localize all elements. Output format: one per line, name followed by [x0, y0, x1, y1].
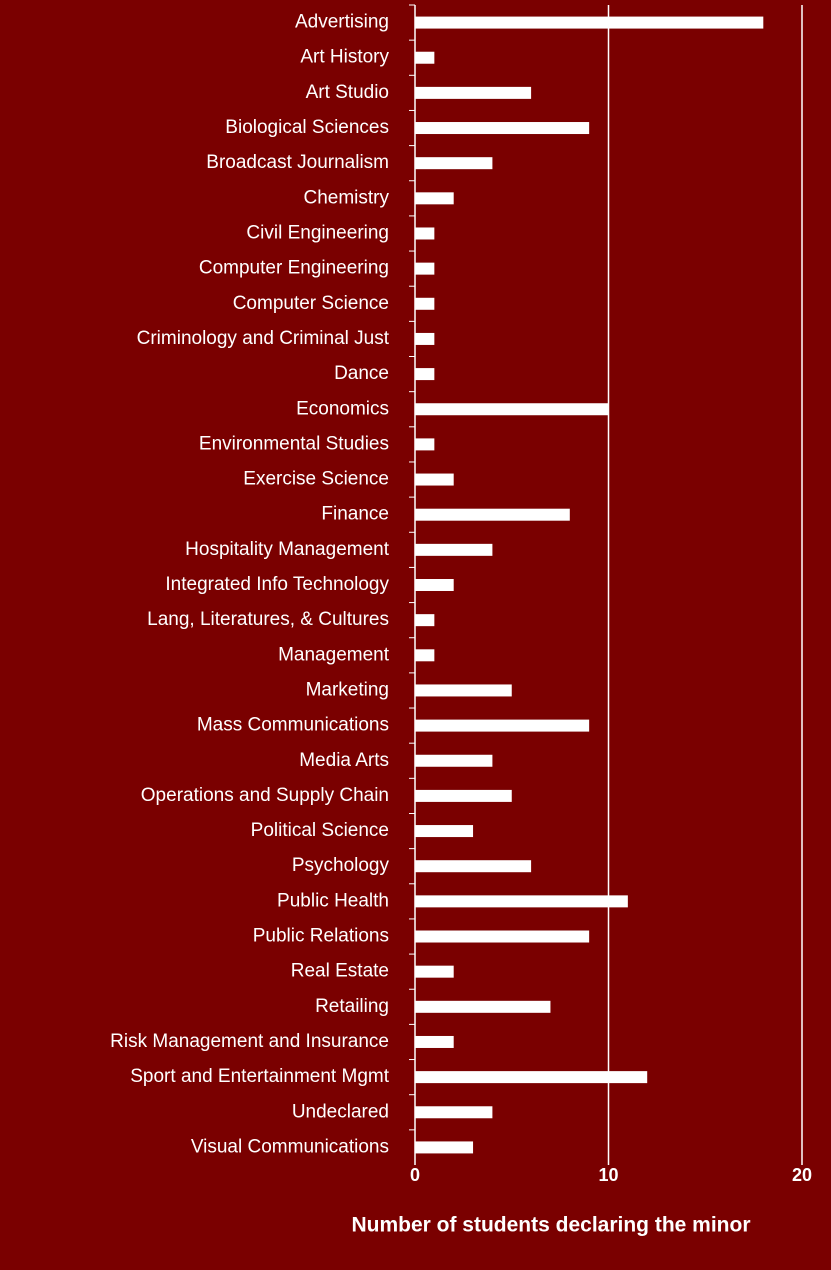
x-tick-label: 10 — [598, 1165, 618, 1185]
y-tick-label: Exercise Science — [243, 469, 389, 490]
y-tick-label: Mass Communications — [197, 715, 389, 736]
y-tick-label: Biological Sciences — [225, 117, 389, 138]
bar — [415, 403, 609, 416]
x-axis-label: Number of students declaring the minor — [351, 1214, 750, 1237]
bar — [415, 262, 435, 275]
bar — [415, 122, 590, 135]
y-tick-label: Chemistry — [303, 187, 389, 208]
bar — [415, 684, 512, 697]
bar — [415, 1035, 454, 1048]
y-tick-label: Criminology and Criminal Just — [137, 328, 390, 349]
y-tick-label: Visual Communications — [191, 1136, 389, 1157]
bar — [415, 438, 435, 451]
bar — [415, 157, 493, 170]
bar — [415, 297, 435, 310]
bar — [415, 930, 590, 943]
bar — [415, 508, 570, 521]
y-tick-label: Advertising — [295, 12, 389, 33]
y-tick-label: Environmental Studies — [199, 433, 389, 454]
y-tick-label: Risk Management and Insurance — [110, 1031, 389, 1052]
bar — [415, 895, 628, 908]
y-tick-label: Marketing — [306, 679, 389, 700]
bar — [415, 614, 435, 627]
bar — [415, 579, 454, 591]
bar — [415, 719, 590, 732]
bar — [415, 473, 454, 486]
bar — [415, 754, 493, 767]
y-tick-label: Retailing — [315, 996, 389, 1017]
bar — [415, 649, 435, 662]
y-tick-label: Art History — [300, 47, 389, 68]
bar — [415, 1106, 493, 1119]
y-tick-label: Computer Science — [233, 293, 389, 314]
y-tick-label: Computer Engineering — [199, 258, 389, 279]
bar — [415, 825, 474, 838]
y-tick-label: Operations and Supply Chain — [141, 785, 389, 806]
y-tick-label: Political Science — [251, 820, 389, 841]
bar — [415, 368, 435, 381]
y-tick-label: Real Estate — [291, 961, 389, 982]
bar — [415, 789, 512, 802]
y-tick-label: Dance — [334, 363, 389, 384]
y-tick-label: Media Arts — [299, 750, 389, 771]
bar — [415, 1071, 648, 1084]
y-tick-label: Integrated Info Technology — [165, 574, 389, 595]
bar — [415, 1141, 474, 1154]
y-tick-label: Management — [278, 644, 390, 665]
y-tick-label: Psychology — [292, 855, 390, 876]
x-tick-label: 0 — [410, 1165, 420, 1185]
bar — [415, 51, 435, 64]
y-tick-label: Hospitality Management — [185, 539, 390, 560]
bar — [415, 332, 435, 345]
y-tick-label: Finance — [321, 504, 389, 525]
y-tick-label: Sport and Entertainment Mgmt — [130, 1066, 389, 1087]
bar — [415, 227, 435, 240]
bar — [415, 86, 532, 99]
bar — [415, 16, 764, 29]
x-tick-label: 20 — [792, 1165, 812, 1185]
y-tick-label: Civil Engineering — [246, 223, 389, 244]
bar — [415, 192, 454, 205]
bar — [415, 543, 493, 556]
y-tick-label: Economics — [296, 398, 389, 419]
y-tick-label: Undeclared — [292, 1101, 389, 1122]
y-tick-label: Public Health — [277, 890, 389, 911]
y-tick-label: Broadcast Journalism — [206, 152, 389, 173]
y-tick-label: Art Studio — [306, 82, 389, 103]
y-tick-label: Lang, Literatures, & Cultures — [147, 609, 389, 630]
bar — [415, 860, 532, 873]
bar — [415, 1000, 551, 1013]
y-tick-label: Public Relations — [253, 926, 389, 947]
bar — [415, 965, 454, 978]
